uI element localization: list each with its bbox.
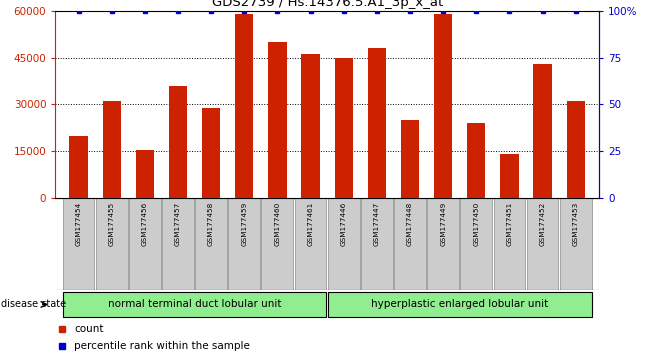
Text: percentile rank within the sample: percentile rank within the sample: [74, 341, 250, 351]
Bar: [103, 101, 121, 198]
Text: GSM177448: GSM177448: [407, 202, 413, 246]
Bar: [129, 198, 161, 290]
Bar: [62, 292, 326, 317]
Bar: [268, 42, 286, 198]
Bar: [527, 198, 559, 290]
Bar: [335, 57, 353, 198]
Text: GSM177451: GSM177451: [506, 202, 512, 246]
Bar: [501, 154, 519, 198]
Text: disease state: disease state: [1, 299, 66, 309]
Bar: [235, 14, 253, 198]
Text: GSM177456: GSM177456: [142, 202, 148, 246]
Text: count: count: [74, 324, 104, 333]
Bar: [262, 198, 294, 290]
Text: GSM177450: GSM177450: [473, 202, 479, 246]
Bar: [493, 198, 525, 290]
Bar: [135, 150, 154, 198]
Bar: [533, 64, 551, 198]
Bar: [229, 198, 260, 290]
Title: GDS2739 / Hs.14376.5.A1_3p_x_at: GDS2739 / Hs.14376.5.A1_3p_x_at: [212, 0, 443, 10]
Text: GSM177452: GSM177452: [540, 202, 546, 246]
Bar: [394, 198, 426, 290]
Text: GSM177447: GSM177447: [374, 202, 380, 246]
Text: normal terminal duct lobular unit: normal terminal duct lobular unit: [108, 299, 281, 309]
Bar: [195, 198, 227, 290]
Bar: [328, 198, 359, 290]
Bar: [460, 198, 492, 290]
Bar: [361, 198, 393, 290]
Text: GSM177446: GSM177446: [340, 202, 347, 246]
Text: GSM177458: GSM177458: [208, 202, 214, 246]
Text: GSM177454: GSM177454: [76, 202, 81, 246]
Bar: [169, 86, 187, 198]
Bar: [560, 198, 592, 290]
Bar: [434, 14, 452, 198]
Text: GSM177461: GSM177461: [307, 202, 314, 246]
Text: GSM177460: GSM177460: [275, 202, 281, 246]
Bar: [301, 55, 320, 198]
Bar: [566, 101, 585, 198]
Bar: [295, 198, 326, 290]
Bar: [328, 292, 592, 317]
Text: GSM177459: GSM177459: [242, 202, 247, 246]
Bar: [202, 108, 220, 198]
Bar: [427, 198, 459, 290]
Text: GSM177455: GSM177455: [109, 202, 115, 246]
Bar: [70, 136, 88, 198]
Text: GSM177449: GSM177449: [440, 202, 446, 246]
Bar: [467, 123, 486, 198]
Text: hyperplastic enlarged lobular unit: hyperplastic enlarged lobular unit: [371, 299, 548, 309]
Text: GSM177457: GSM177457: [175, 202, 181, 246]
Bar: [96, 198, 128, 290]
Bar: [401, 120, 419, 198]
Bar: [162, 198, 194, 290]
Bar: [62, 198, 94, 290]
Text: GSM177453: GSM177453: [573, 202, 579, 246]
Bar: [368, 48, 386, 198]
